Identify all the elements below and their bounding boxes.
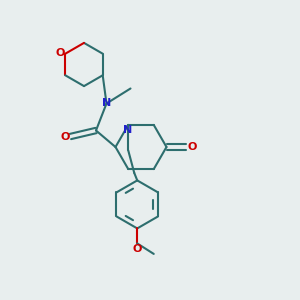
Text: O: O	[55, 48, 64, 58]
Text: O: O	[133, 244, 142, 254]
Text: O: O	[60, 131, 70, 142]
Text: N: N	[123, 125, 132, 135]
Text: N: N	[102, 98, 111, 109]
Text: O: O	[187, 142, 197, 152]
